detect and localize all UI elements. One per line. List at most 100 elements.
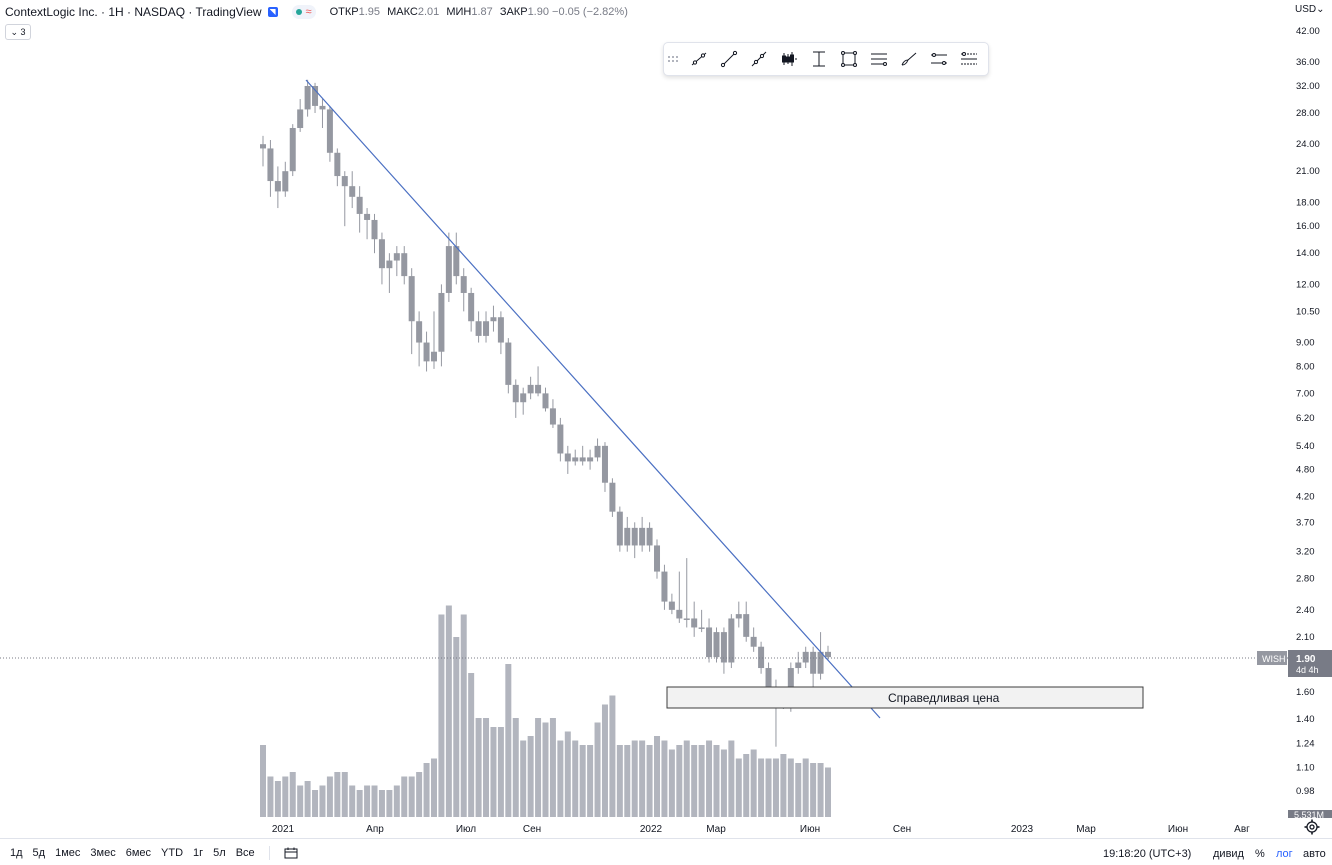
candle-body bbox=[297, 109, 304, 128]
chart-legend: ContextLogic Inc. · 1H · NASDAQ · Tradin… bbox=[5, 4, 628, 20]
candle-body bbox=[706, 627, 713, 658]
trend-line[interactable] bbox=[305, 79, 881, 719]
time-axis[interactable]: 2021 Апр Июл Сен 2022 Мар Июн Сен 2023 Мар Июн Авг bbox=[0, 818, 1288, 838]
candle-body bbox=[661, 571, 668, 602]
candle-body bbox=[698, 627, 705, 629]
candle-body bbox=[639, 527, 646, 546]
volume-bar bbox=[438, 614, 445, 817]
range-5d-button[interactable]: 5д bbox=[32, 847, 46, 859]
symbol-title[interactable]: ContextLogic Inc. · 1H · NASDAQ · Tradin… bbox=[5, 5, 262, 19]
candle-body bbox=[735, 614, 742, 619]
trend-line-tool[interactable] bbox=[684, 45, 714, 73]
range-1d-button[interactable]: 1д bbox=[10, 847, 23, 859]
range-1y-button[interactable]: 1г bbox=[193, 847, 204, 859]
price-tick-label: 5.40 bbox=[1296, 441, 1315, 452]
rectangle-tool[interactable] bbox=[834, 45, 864, 73]
range-ytd-button[interactable]: YTD bbox=[161, 847, 184, 859]
rectangle-icon bbox=[841, 51, 857, 67]
tradingview-logo-icon bbox=[267, 7, 278, 17]
volume-bar bbox=[297, 785, 304, 817]
volume-bar bbox=[728, 740, 735, 817]
candle-body bbox=[453, 246, 460, 277]
candle-body bbox=[802, 651, 809, 663]
candle-body bbox=[393, 253, 400, 261]
volume-bar bbox=[817, 763, 824, 817]
time-axis-labels: 2021 Апр Июл Сен 2022 Мар Июн Сен 2023 Мар Июн Авг bbox=[272, 824, 1250, 835]
candle-body bbox=[825, 651, 831, 658]
candle-body bbox=[691, 618, 698, 628]
price-tick-label: 7.00 bbox=[1296, 388, 1315, 399]
drag-handle-icon[interactable] bbox=[668, 52, 678, 66]
candle-body bbox=[557, 424, 564, 454]
parallel-channel-icon bbox=[871, 53, 887, 66]
candle-body bbox=[624, 527, 631, 546]
fair-price-zone[interactable] bbox=[666, 686, 1144, 709]
volume-bar bbox=[676, 745, 683, 817]
price-range-tool[interactable] bbox=[804, 45, 834, 73]
parallel-channel-tool[interactable] bbox=[864, 45, 894, 73]
volume-bar bbox=[490, 727, 497, 817]
extended-line-icon bbox=[751, 51, 767, 67]
legend-collapse-button[interactable]: ⌄ 3 bbox=[5, 24, 31, 40]
volume-bar bbox=[401, 776, 408, 817]
price-tick-label: 14.00 bbox=[1296, 248, 1320, 259]
volume-bar bbox=[393, 785, 400, 817]
price-tick-label: 4.80 bbox=[1296, 465, 1315, 476]
price-chart[interactable]: Справедливая цена WISH bbox=[0, 0, 1288, 818]
ray-line-tool[interactable] bbox=[714, 45, 744, 73]
candle-body bbox=[312, 85, 319, 106]
price-tick-label: 3.70 bbox=[1296, 517, 1315, 528]
price-tick-label: 4.20 bbox=[1296, 492, 1315, 503]
candle-body bbox=[720, 632, 727, 663]
settings-gear-icon[interactable] bbox=[1304, 819, 1320, 835]
candle-body bbox=[601, 445, 608, 483]
go-to-date-calendar-icon[interactable] bbox=[284, 847, 298, 859]
volume-bar bbox=[312, 790, 319, 817]
price-tick-label: 42.00 bbox=[1296, 26, 1320, 37]
fib-retracement-tool[interactable] bbox=[924, 45, 954, 73]
axis-divider bbox=[0, 838, 1332, 839]
candle-body bbox=[304, 85, 311, 110]
volume-bar bbox=[549, 718, 556, 817]
candle-body bbox=[594, 445, 601, 458]
volume-bar bbox=[668, 749, 675, 817]
range-6m-button[interactable]: 6мес bbox=[125, 847, 152, 859]
price-axis[interactable]: 42.00 36.00 32.00 28.00 24.00 21.00 18.00 16.00… bbox=[1288, 0, 1332, 818]
time-tick-label: 2021 bbox=[272, 824, 295, 835]
extended-line-tool[interactable] bbox=[744, 45, 774, 73]
volume-bar bbox=[267, 776, 274, 817]
log-scale-toggle[interactable]: лог bbox=[1276, 848, 1293, 860]
candle-body bbox=[490, 317, 497, 322]
regression-tool[interactable] bbox=[954, 45, 984, 73]
volume-bar bbox=[282, 776, 289, 817]
volume-bar bbox=[802, 758, 809, 817]
price-tick-label: 8.00 bbox=[1296, 361, 1315, 372]
volume-bar bbox=[349, 785, 356, 817]
range-3m-button[interactable]: 3мес bbox=[90, 847, 116, 859]
candle-body bbox=[475, 321, 482, 336]
volume-bar bbox=[386, 790, 393, 817]
auto-scale-toggle[interactable]: авто bbox=[1303, 848, 1326, 860]
dividends-toggle[interactable]: дивид bbox=[1213, 848, 1244, 860]
percent-scale-toggle[interactable]: % bbox=[1255, 848, 1265, 860]
volume-bar bbox=[780, 754, 787, 817]
range-1m-button[interactable]: 1мес bbox=[55, 847, 81, 859]
bars-pattern-tool[interactable] bbox=[774, 45, 804, 73]
clock-timezone[interactable]: 19:18:20 (UTC+3) bbox=[1103, 848, 1192, 860]
brush-tool[interactable] bbox=[894, 45, 924, 73]
price-tick-label: 6.20 bbox=[1296, 413, 1315, 424]
time-tick-label: Апр bbox=[366, 824, 384, 835]
candle-body bbox=[349, 186, 356, 197]
range-5y-button[interactable]: 5л bbox=[213, 847, 226, 859]
price-tick-label: 24.00 bbox=[1296, 139, 1320, 150]
volume-bar bbox=[416, 772, 423, 817]
drawing-toolbar[interactable] bbox=[663, 42, 989, 76]
currency-selector[interactable]: USD⌄ bbox=[1295, 4, 1325, 15]
time-tick-label: Июн bbox=[1168, 824, 1188, 835]
market-status-badge[interactable]: ≈ bbox=[291, 5, 316, 19]
candle-body bbox=[378, 239, 385, 269]
time-tick-label: Авг bbox=[1234, 824, 1250, 835]
symbol-price-tag-text: WISH bbox=[1262, 654, 1286, 664]
range-all-button[interactable]: Все bbox=[235, 847, 255, 859]
volume-bar bbox=[572, 740, 579, 817]
